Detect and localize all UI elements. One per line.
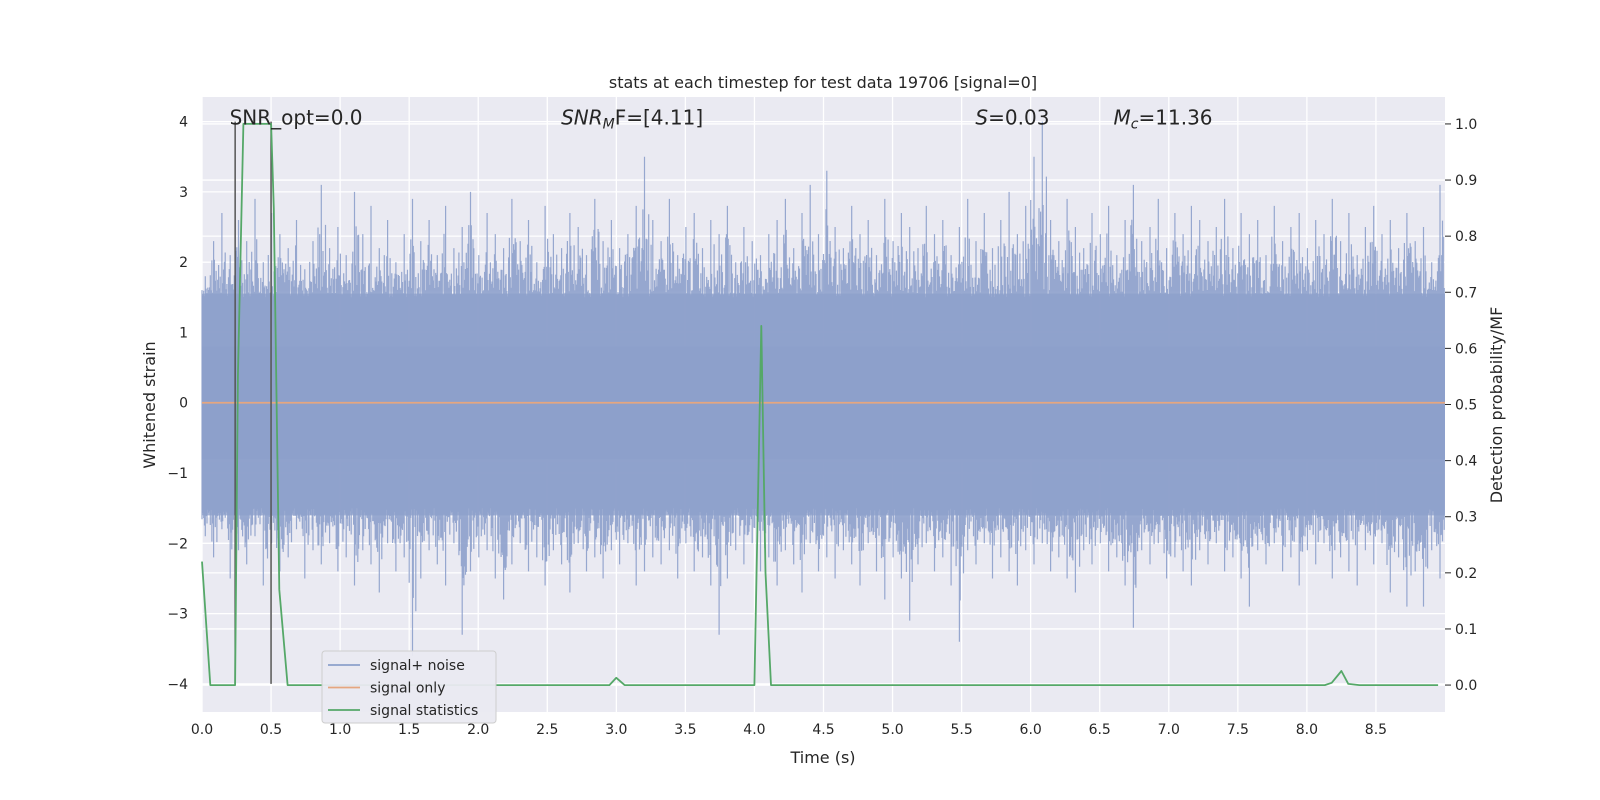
annotation-snr_opt: SNR_opt=0.0 <box>230 106 363 130</box>
x-tick-label: 7.5 <box>1227 722 1249 738</box>
y-tick-label: 4 <box>179 115 188 131</box>
y2-tick-label: 0.0 <box>1455 678 1477 694</box>
y-tick-label: 0 <box>179 396 188 412</box>
x-tick-label: 6.5 <box>1089 722 1111 738</box>
annotation-subscript: c <box>1131 117 1139 133</box>
y2-tick-label: 0.9 <box>1455 173 1477 189</box>
legend-box <box>321 650 497 724</box>
annotations: SNR_opt=0.0 SNRMF=[4.11] S=0.03 Mc=11.36 <box>230 106 1213 133</box>
y2-tick-label: 0.2 <box>1455 566 1477 582</box>
signal-statistics-line <box>201 123 1439 686</box>
y2-tick-label: 0.3 <box>1455 510 1477 526</box>
annotation-symbol: M <box>1114 106 1131 130</box>
x-tick-label: 1.5 <box>398 722 420 738</box>
x-tick-label: 6.0 <box>1020 722 1042 738</box>
x-tick-label: 3.0 <box>605 722 627 738</box>
y-axis-label: Whitened strain <box>140 341 159 468</box>
legend-label: signal statistics <box>370 703 478 719</box>
x-tick-label: 8.0 <box>1296 722 1318 738</box>
y2-tick-label: 0.7 <box>1455 285 1477 301</box>
x-tick-label: 0.0 <box>191 722 213 738</box>
y-tick-label: −1 <box>167 466 188 482</box>
x-tick-label: 1.0 <box>329 722 351 738</box>
x-axis-label: Time (s) <box>789 748 855 767</box>
annotation-symbol: SNR <box>561 106 603 130</box>
annotation-value: =11.36 <box>1139 106 1213 130</box>
y2-tick-label: 1.0 <box>1455 117 1477 133</box>
y2-tick-label: 0.6 <box>1455 341 1477 357</box>
x-tick-label: 5.5 <box>950 722 972 738</box>
signal-statistics-series <box>201 123 1439 686</box>
legend-label: signal+ noise <box>370 658 465 674</box>
annotation-mc: Mc=11.36 <box>1114 106 1213 133</box>
x-tick-label: 3.5 <box>674 722 696 738</box>
y2-tick-label: 0.4 <box>1455 454 1477 470</box>
x-tick-label: 4.0 <box>743 722 765 738</box>
annotation-value: =0.03 <box>988 106 1049 130</box>
x-tick-label: 2.0 <box>467 722 489 738</box>
x-tick-label: 2.5 <box>536 722 558 738</box>
annotation-subscript: M <box>603 117 615 133</box>
annotation-s: S=0.03 <box>975 106 1049 130</box>
y-tick-label: −4 <box>167 677 188 693</box>
y-tick-label: 3 <box>179 185 188 201</box>
annotation-value: F=[4.11] <box>615 106 703 130</box>
y-tick-label: −3 <box>167 607 188 623</box>
annotation-symbol: S <box>975 106 988 130</box>
x-tick-label: 4.5 <box>812 722 834 738</box>
annotation-snr_mf: SNRMF=[4.11] <box>561 106 703 133</box>
y2-axis-ticks: 0.0 0.1 0.2 0.3 0.4 0.5 0.6 0.7 0.8 0.9 1.0 <box>1445 117 1477 694</box>
y-tick-label: 2 <box>179 255 188 271</box>
y2-axis-label: Detection probability/MF <box>1487 307 1506 504</box>
x-axis-ticks: 0.0 0.5 1.0 1.5 2.0 2.5 3.0 3.5 4.0 4.5 5.0 5.5 6.0 6… <box>191 722 1387 738</box>
y2-tick-label: 0.1 <box>1455 622 1477 638</box>
x-tick-label: 8.5 <box>1365 722 1387 738</box>
y-tick-label: −2 <box>167 536 188 552</box>
y2-tick-label: 0.5 <box>1455 398 1477 414</box>
x-tick-label: 5.0 <box>881 722 903 738</box>
legend: signal+ noise signal only signal statistic… <box>321 650 497 724</box>
legend-label: signal only <box>370 681 445 697</box>
y2-tick-label: 0.8 <box>1455 229 1477 245</box>
x-tick-label: 7.0 <box>1158 722 1180 738</box>
y-axis-ticks: −4 −3 −2 −1 0 1 2 3 4 <box>167 115 188 693</box>
y-tick-label: 1 <box>179 325 188 341</box>
x-tick-label: 0.5 <box>260 722 282 738</box>
chart-title: stats at each timestep for test data 197… <box>609 73 1037 92</box>
